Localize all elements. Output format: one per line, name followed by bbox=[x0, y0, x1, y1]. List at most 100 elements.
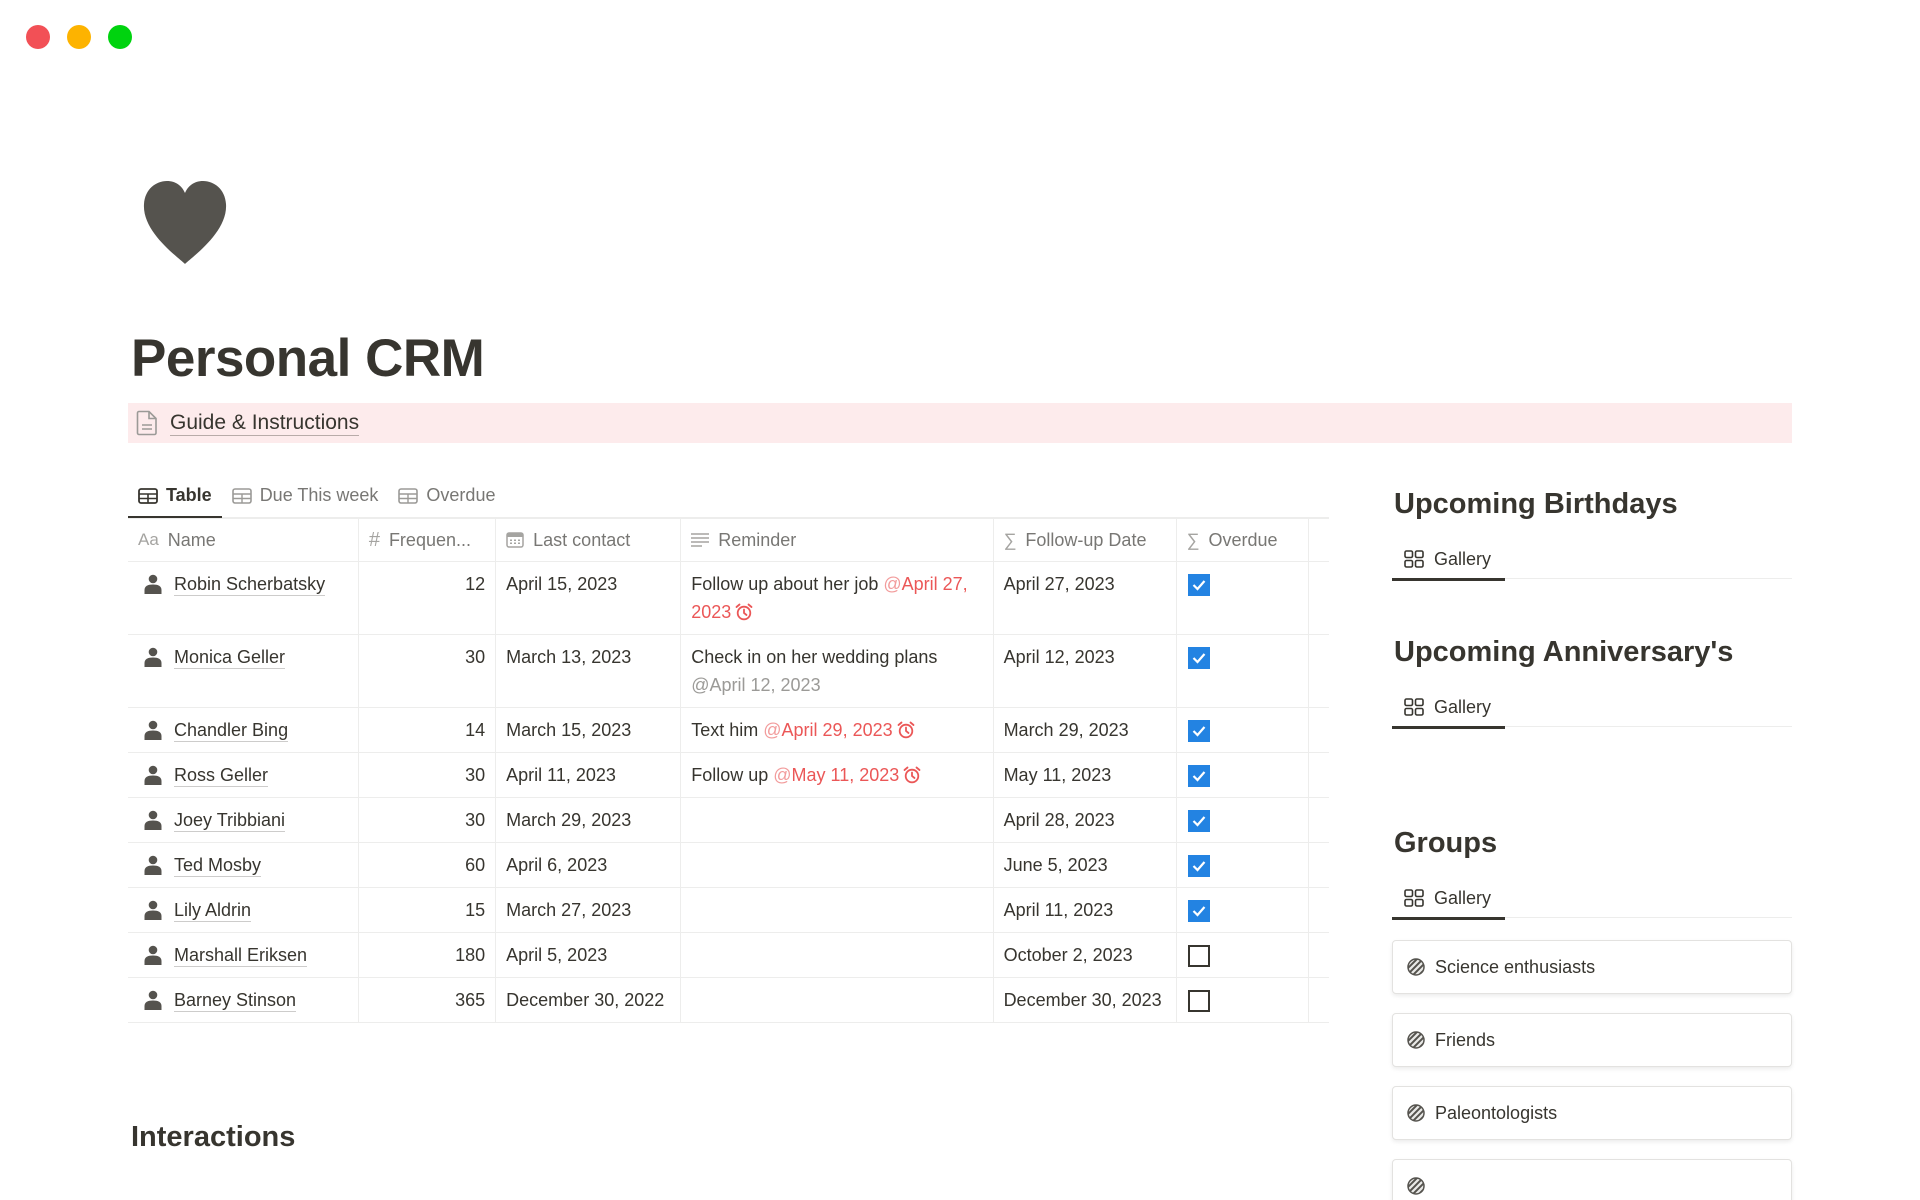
contact-name-link[interactable]: Barney Stinson bbox=[174, 990, 297, 1012]
close-window-button[interactable] bbox=[26, 25, 50, 49]
overdue-checkbox[interactable] bbox=[1187, 647, 1210, 669]
gallery-icon bbox=[1404, 550, 1424, 568]
contact-name-link[interactable]: Marshall Eriksen bbox=[174, 945, 308, 967]
name-cell[interactable]: Monica Geller bbox=[128, 635, 359, 707]
frequency-cell[interactable]: 12 bbox=[359, 562, 497, 634]
text-lines-icon bbox=[691, 533, 710, 547]
group-card[interactable]: Paleontologists bbox=[1392, 1086, 1792, 1140]
tab-anniversaries-gallery[interactable]: Gallery bbox=[1392, 687, 1505, 729]
last-contact-cell[interactable]: April 6, 2023 bbox=[496, 843, 682, 887]
person-icon bbox=[144, 855, 162, 875]
overdue-cell bbox=[1177, 843, 1309, 887]
frequency-cell[interactable]: 365 bbox=[359, 978, 497, 1022]
date-mention[interactable]: @April 12, 2023 bbox=[691, 675, 821, 695]
frequency-cell[interactable]: 14 bbox=[359, 708, 497, 752]
last-contact-cell[interactable]: April 5, 2023 bbox=[496, 933, 682, 977]
contact-name-link[interactable]: Ted Mosby bbox=[174, 855, 262, 877]
name-cell[interactable]: Marshall Eriksen bbox=[128, 933, 359, 977]
check-icon bbox=[1192, 726, 1205, 737]
table-row[interactable]: Ross Geller 30 April 11, 2023 Follow up @Ma… bbox=[128, 753, 1329, 798]
overdue-checkbox[interactable] bbox=[1187, 945, 1210, 967]
minimize-window-button[interactable] bbox=[67, 25, 91, 49]
last-contact-cell[interactable]: December 30, 2022 bbox=[496, 978, 682, 1022]
overdue-checkbox[interactable] bbox=[1187, 900, 1210, 922]
heart-icon[interactable] bbox=[142, 180, 228, 264]
tab-groups-gallery[interactable]: Gallery bbox=[1392, 878, 1505, 920]
alarm-clock-icon bbox=[897, 721, 915, 739]
alarm-clock-icon bbox=[903, 766, 921, 784]
frequency-cell[interactable]: 60 bbox=[359, 843, 497, 887]
table-row[interactable]: Robin Scherbatsky 12 April 15, 2023 Follow … bbox=[128, 562, 1329, 635]
contact-name-link[interactable]: Monica Geller bbox=[174, 647, 286, 669]
frequency-cell[interactable]: 30 bbox=[359, 753, 497, 797]
column-header-overdue[interactable]: ∑ Overdue bbox=[1177, 519, 1309, 561]
last-contact-cell[interactable]: March 13, 2023 bbox=[496, 635, 682, 707]
column-header-name[interactable]: Aa Name bbox=[128, 519, 359, 561]
maximize-window-button[interactable] bbox=[108, 25, 132, 49]
last-contact-cell[interactable]: April 11, 2023 bbox=[496, 753, 682, 797]
reminder-cell[interactable] bbox=[681, 933, 994, 977]
reminder-cell[interactable] bbox=[681, 888, 994, 932]
overdue-checkbox[interactable] bbox=[1187, 574, 1210, 596]
reminder-cell[interactable] bbox=[681, 978, 994, 1022]
formula-sigma-icon: ∑ bbox=[1186, 530, 1200, 550]
table-row[interactable]: Barney Stinson 365 December 30, 2022 Decemb… bbox=[128, 978, 1329, 1023]
last-contact-cell[interactable]: March 27, 2023 bbox=[496, 888, 682, 932]
last-contact-cell[interactable]: April 15, 2023 bbox=[496, 562, 682, 634]
tab-overdue[interactable]: Overdue bbox=[388, 474, 505, 517]
interactions-heading: Interactions bbox=[131, 1121, 296, 1153]
table-row[interactable]: Chandler Bing 14 March 15, 2023 Text him @A… bbox=[128, 708, 1329, 753]
overdue-checkbox[interactable] bbox=[1187, 990, 1210, 1012]
reminder-cell[interactable]: Follow up @May 11, 2023 bbox=[681, 753, 994, 797]
name-cell[interactable]: Ted Mosby bbox=[128, 843, 359, 887]
reminder-cell[interactable] bbox=[681, 798, 994, 842]
name-cell[interactable]: Joey Tribbiani bbox=[128, 798, 359, 842]
group-card[interactable]: Science enthusiasts bbox=[1392, 940, 1792, 994]
column-header-reminder[interactable]: Reminder bbox=[681, 519, 994, 561]
overdue-checkbox[interactable] bbox=[1187, 765, 1210, 787]
last-contact-cell[interactable]: March 29, 2023 bbox=[496, 798, 682, 842]
column-header-frequency[interactable]: # Frequen... bbox=[359, 519, 497, 561]
contact-name-link[interactable]: Chandler Bing bbox=[174, 720, 289, 742]
table-row[interactable]: Ted Mosby 60 April 6, 2023 June 5, 2023 bbox=[128, 843, 1329, 888]
contact-name-link[interactable]: Lily Aldrin bbox=[174, 900, 252, 922]
last-contact-cell[interactable]: March 15, 2023 bbox=[496, 708, 682, 752]
frequency-cell[interactable]: 30 bbox=[359, 635, 497, 707]
column-spacer bbox=[1309, 635, 1329, 707]
overdue-checkbox[interactable] bbox=[1187, 810, 1210, 832]
group-card[interactable] bbox=[1392, 1159, 1792, 1200]
reminder-text: Follow up about her job bbox=[691, 574, 884, 594]
name-cell[interactable]: Chandler Bing bbox=[128, 708, 359, 752]
name-cell[interactable]: Robin Scherbatsky bbox=[128, 562, 359, 634]
date-mention[interactable]: @April 27, 2023 bbox=[691, 574, 968, 622]
column-header-last-contact[interactable]: Last contact bbox=[496, 519, 682, 561]
date-mention[interactable]: @April 29, 2023 bbox=[763, 720, 893, 740]
contact-name-link[interactable]: Robin Scherbatsky bbox=[174, 574, 326, 596]
contact-name-link[interactable]: Ross Geller bbox=[174, 765, 269, 787]
frequency-cell[interactable]: 30 bbox=[359, 798, 497, 842]
table-row[interactable]: Monica Geller 30 March 13, 2023 Check in on… bbox=[128, 635, 1329, 708]
column-header-follow-up-date[interactable]: ∑ Follow-up Date bbox=[994, 519, 1177, 561]
tab-due-this-week[interactable]: Due This week bbox=[222, 474, 389, 517]
table-row[interactable]: Lily Aldrin 15 March 27, 2023 April 11, 202… bbox=[128, 888, 1329, 933]
name-cell[interactable]: Lily Aldrin bbox=[128, 888, 359, 932]
group-card[interactable]: Friends bbox=[1392, 1013, 1792, 1067]
reminder-cell[interactable]: Text him @April 29, 2023 bbox=[681, 708, 994, 752]
reminder-cell[interactable] bbox=[681, 843, 994, 887]
table-row[interactable]: Joey Tribbiani 30 March 29, 2023 April 28, … bbox=[128, 798, 1329, 843]
tab-table[interactable]: Table bbox=[128, 474, 222, 519]
reminder-cell[interactable]: Check in on her wedding plans @April 12,… bbox=[681, 635, 994, 707]
reminder-cell[interactable]: Follow up about her job @April 27, 2023 bbox=[681, 562, 994, 634]
name-cell[interactable]: Barney Stinson bbox=[128, 978, 359, 1022]
table-row[interactable]: Marshall Eriksen 180 April 5, 2023 October … bbox=[128, 933, 1329, 978]
guide-instructions-link[interactable]: Guide & Instructions bbox=[170, 410, 360, 436]
contact-name-link[interactable]: Joey Tribbiani bbox=[174, 810, 286, 832]
overdue-checkbox[interactable] bbox=[1187, 720, 1210, 742]
date-mention[interactable]: @May 11, 2023 bbox=[773, 765, 900, 785]
tab-birthdays-gallery[interactable]: Gallery bbox=[1392, 539, 1505, 581]
group-icon bbox=[1407, 1177, 1425, 1195]
overdue-checkbox[interactable] bbox=[1187, 855, 1210, 877]
name-cell[interactable]: Ross Geller bbox=[128, 753, 359, 797]
frequency-cell[interactable]: 180 bbox=[359, 933, 497, 977]
frequency-cell[interactable]: 15 bbox=[359, 888, 497, 932]
